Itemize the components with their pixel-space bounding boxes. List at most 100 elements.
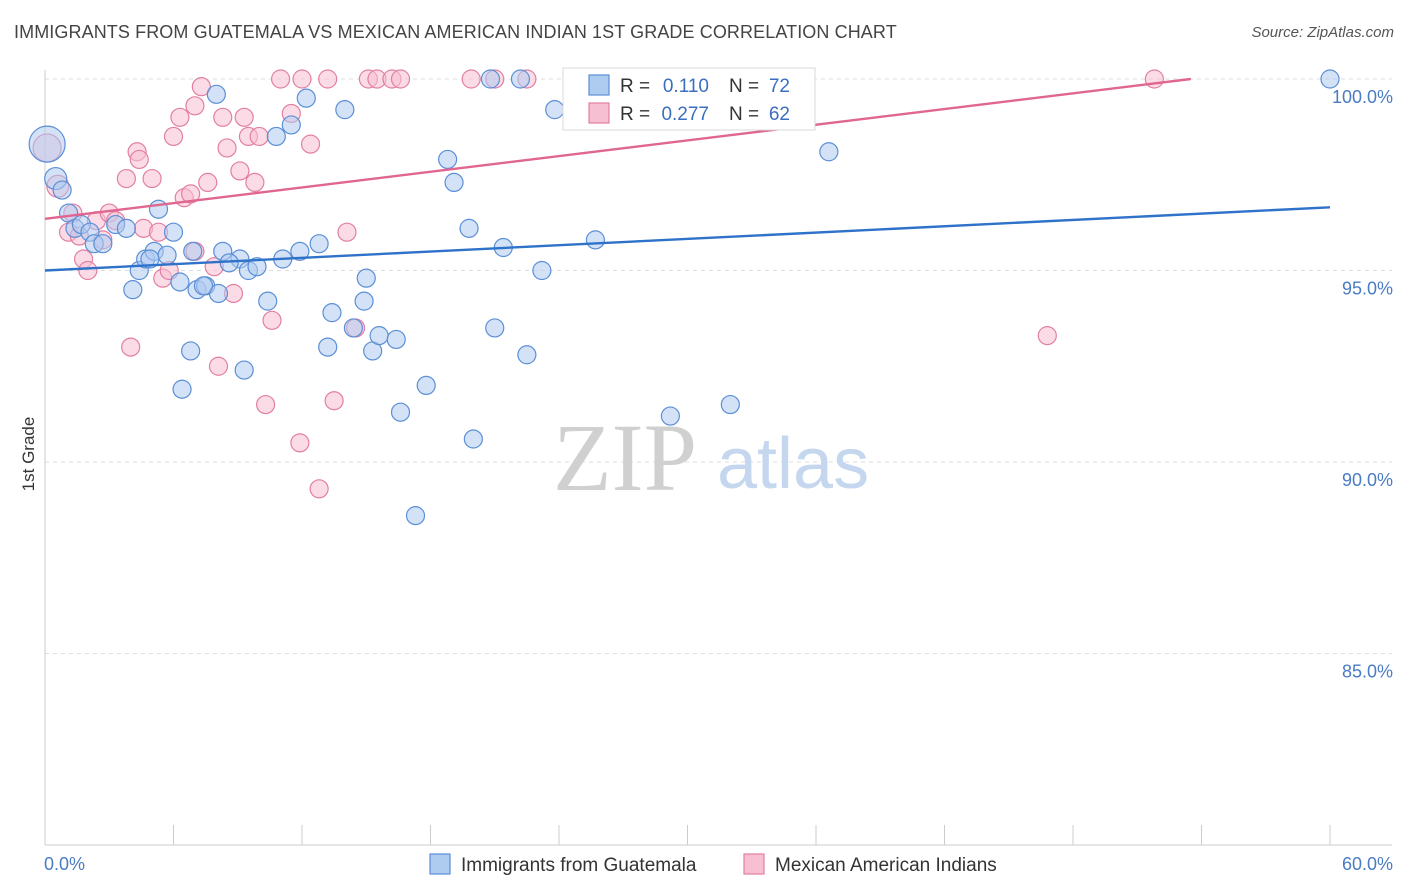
point-mexican-american-indian <box>245 172 265 193</box>
point-guatemala <box>585 230 606 250</box>
legend-n-label-blue: N = <box>729 76 759 97</box>
legend-label-guatemala: Immigrants from Guatemala <box>461 855 697 876</box>
point-mexican-american-indian <box>78 260 98 281</box>
point-mexican-american-indian <box>249 126 269 147</box>
point-guatemala <box>819 142 839 162</box>
legend-r-value-pink: 0.277 <box>661 104 709 125</box>
point-guatemala <box>532 260 552 281</box>
point-guatemala <box>290 241 310 261</box>
point-mexican-american-indian <box>234 107 254 127</box>
point-mexican-american-indian <box>208 356 229 376</box>
point-guatemala <box>386 329 406 350</box>
trend-line-mexican-american-indians <box>44 77 1191 220</box>
point-guatemala <box>52 180 72 200</box>
legend-n-label-pink: N = <box>729 104 759 125</box>
points-immigrants-from-guatemala <box>28 69 1340 526</box>
point-mexican-american-indian <box>390 69 411 89</box>
point-guatemala <box>356 268 376 288</box>
point-guatemala <box>181 341 201 361</box>
series-legend: Immigrants from Guatemala Mexican Americ… <box>429 853 997 876</box>
axes <box>44 70 1392 846</box>
point-mexican-american-indian <box>270 69 291 89</box>
point-guatemala <box>266 126 286 147</box>
point-guatemala <box>459 218 479 238</box>
legend-r-value-blue: 0.110 <box>663 76 709 97</box>
legend-label-mexican-american-indians: Mexican American Indians <box>775 855 997 876</box>
point-mexican-american-indian <box>191 77 211 97</box>
point-guatemala <box>416 375 436 395</box>
point-guatemala <box>322 303 342 323</box>
point-guatemala <box>148 199 169 219</box>
point-mexican-american-indian <box>121 337 141 357</box>
point-guatemala <box>123 280 143 300</box>
y-tick-label: 85.0% <box>1342 662 1393 682</box>
point-mexican-american-indian <box>337 222 357 242</box>
legend-n-value-pink: 62 <box>769 104 790 125</box>
legend-r-label-blue: R = <box>620 76 650 97</box>
y-tick-label: 90.0% <box>1342 470 1393 490</box>
point-mexican-american-indian <box>324 391 344 411</box>
point-guatemala <box>438 149 458 170</box>
point-mexican-american-indian <box>185 96 205 116</box>
point-guatemala <box>480 69 501 89</box>
point-guatemala <box>335 100 355 120</box>
legend-r-label-pink: R = <box>620 104 650 125</box>
point-guatemala <box>369 326 389 346</box>
legend-swatch-pink <box>588 102 610 124</box>
point-mexican-american-indian <box>129 149 149 170</box>
point-guatemala <box>318 337 338 357</box>
point-guatemala <box>170 272 190 292</box>
correlation-legend: R = 0.110 N = 72 R = 0.277 N = 62 <box>562 67 816 131</box>
watermark-atlas: atlas <box>717 424 869 504</box>
point-guatemala <box>281 115 301 135</box>
legend-n-value-blue: 72 <box>769 76 790 97</box>
point-guatemala <box>510 69 531 89</box>
point-guatemala <box>463 429 483 449</box>
point-mexican-american-indian <box>292 69 312 89</box>
point-guatemala <box>183 241 203 261</box>
point-guatemala <box>208 283 229 304</box>
point-guatemala <box>206 84 226 104</box>
trend-line-guatemala <box>44 206 1331 272</box>
x-tick-label: 60.0% <box>1342 854 1393 874</box>
y-axis-title: 1st Grade <box>19 417 38 492</box>
point-guatemala <box>157 245 177 265</box>
legend-swatch-guatemala <box>429 853 451 875</box>
point-mexican-american-indian <box>300 134 321 154</box>
x-tick-label: 0.0% <box>44 854 85 874</box>
watermark: ZIP atlas <box>553 404 869 511</box>
legend-swatch-mexican-american-indians <box>743 853 765 875</box>
point-guatemala <box>309 234 329 254</box>
point-mexican-american-indian <box>290 433 310 453</box>
point-mexican-american-indian <box>213 107 233 127</box>
trend-lines <box>44 77 1331 272</box>
point-mexican-american-indian <box>142 168 162 189</box>
point-guatemala <box>343 318 363 338</box>
point-guatemala <box>545 100 565 120</box>
tick-labels: 100.0% 95.0% 90.0% 85.0% 0.0% 60.0% <box>44 87 1393 874</box>
point-mexican-american-indian <box>1037 326 1057 346</box>
y-tick-label: 100.0% <box>1332 87 1393 107</box>
point-mexican-american-indian <box>217 138 237 158</box>
point-guatemala <box>405 506 426 526</box>
point-guatemala <box>720 394 740 415</box>
point-guatemala <box>354 291 374 311</box>
point-mexican-american-indian <box>318 69 338 89</box>
point-guatemala <box>660 406 680 426</box>
point-guatemala <box>485 318 505 338</box>
point-guatemala <box>163 222 184 242</box>
point-mexican-american-indian <box>170 107 190 127</box>
point-guatemala <box>140 249 160 269</box>
point-guatemala <box>28 125 66 163</box>
point-mexican-american-indian <box>163 126 184 147</box>
point-mexican-american-indian <box>255 394 276 415</box>
point-mexican-american-indian <box>116 168 136 189</box>
point-guatemala <box>234 360 254 380</box>
point-guatemala <box>390 402 411 422</box>
point-mexican-american-indian <box>262 310 282 330</box>
point-mexican-american-indian <box>181 184 201 204</box>
point-guatemala <box>258 291 278 311</box>
point-guatemala <box>116 218 136 238</box>
point-guatemala <box>172 379 192 399</box>
chart-title: IMMIGRANTS FROM GUATEMALA VS MEXICAN AME… <box>14 22 897 42</box>
